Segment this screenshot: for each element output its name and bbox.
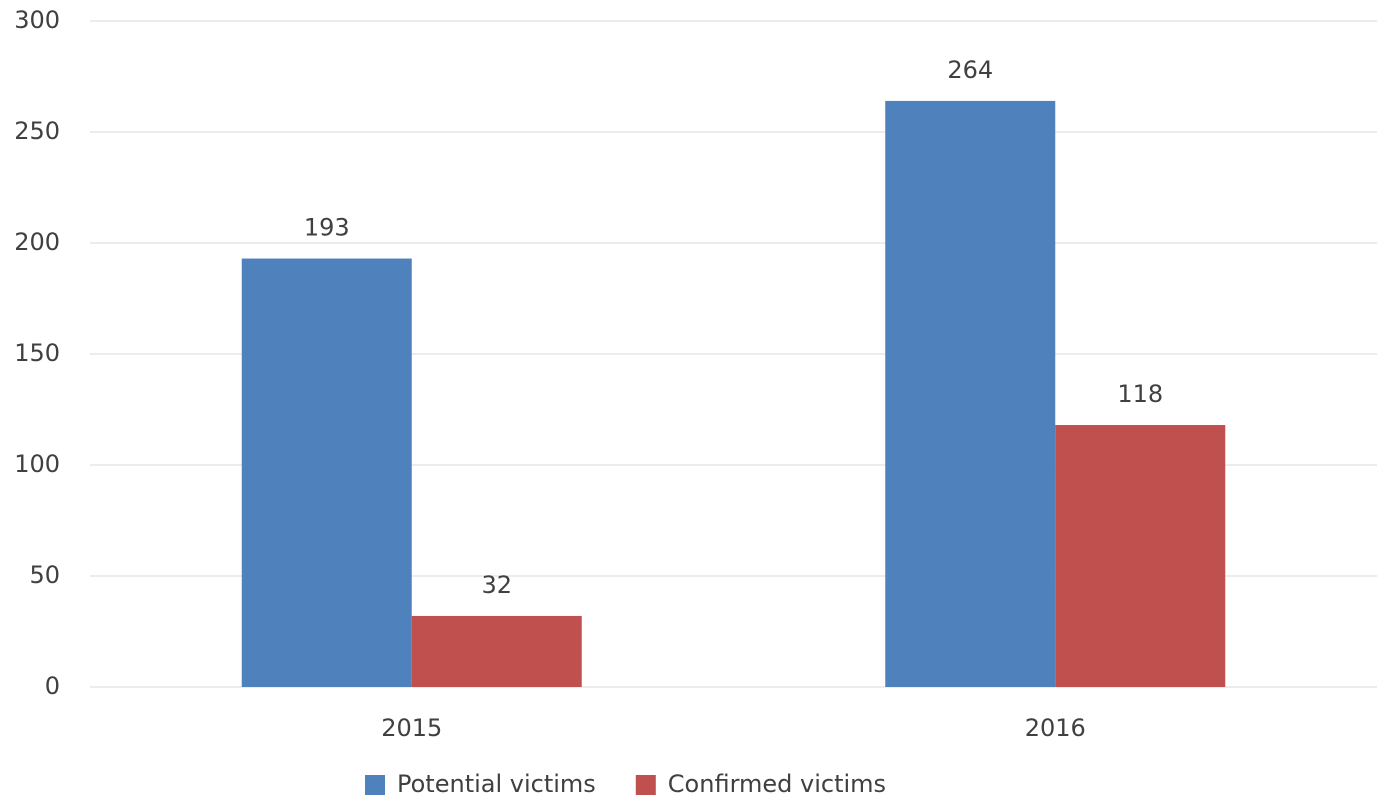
data-label: 264 [947, 56, 993, 84]
y-tick-label: 250 [14, 117, 60, 145]
bar [241, 258, 412, 687]
data-label: 193 [304, 214, 350, 242]
y-tick-label: 0 [45, 672, 60, 700]
y-tick-label: 150 [14, 339, 60, 367]
x-tick-label: 2015 [381, 714, 442, 742]
legend-swatch [635, 775, 656, 795]
x-tick-label: 2016 [1025, 714, 1086, 742]
y-tick-label: 100 [14, 450, 60, 478]
data-label: 32 [481, 571, 512, 599]
bar [411, 615, 582, 687]
y-tick-label: 300 [14, 6, 60, 34]
y-tick-label: 50 [29, 561, 60, 589]
data-label: 118 [1117, 380, 1163, 408]
legend-swatch [365, 775, 385, 795]
legend-label: Potential victims [397, 770, 596, 798]
legend-label: Confirmed victims [668, 770, 886, 798]
bar [1055, 425, 1226, 687]
bar [885, 100, 1056, 688]
y-tick-label: 200 [14, 228, 60, 256]
